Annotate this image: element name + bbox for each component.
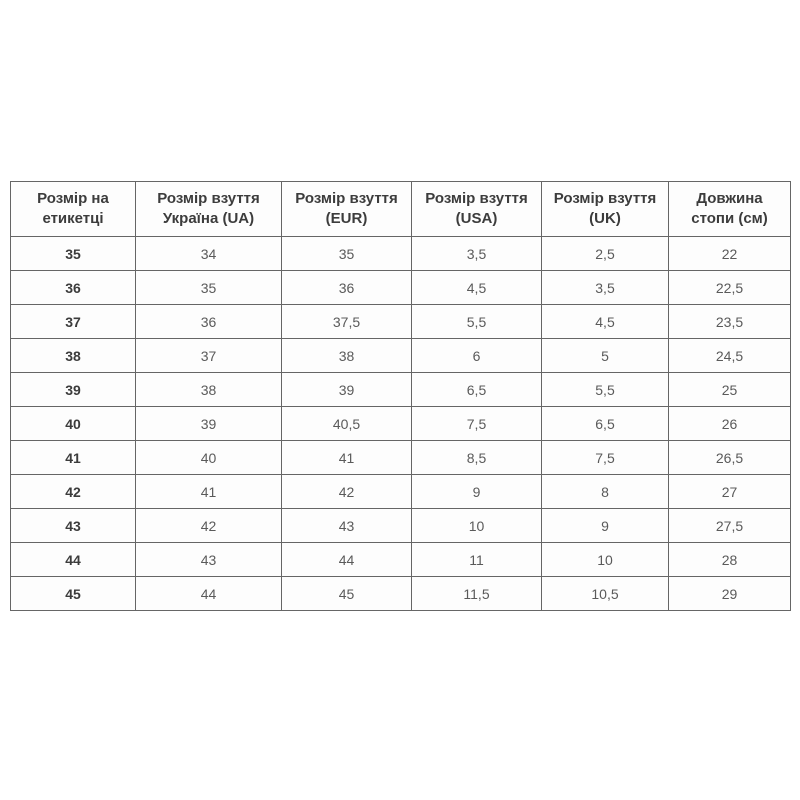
header-eur-size: Розмір взуття (EUR) — [281, 181, 412, 237]
table-cell: 39 — [281, 372, 412, 407]
header-foot-length: Довжина стопи (см) — [668, 181, 791, 237]
table-cell: 9 — [541, 508, 669, 543]
table-cell: 8 — [541, 474, 669, 509]
header-uk-size: Розмір взуття (UK) — [541, 181, 669, 237]
table-cell: 35 — [135, 270, 282, 305]
table-cell: 37 — [135, 338, 282, 373]
table-row: 35 34 35 3,5 2,5 22 — [10, 236, 791, 271]
size-table-body: 35 34 35 3,5 2,5 22 36 35 36 4,5 3,5 22,5 37 36 37,5 5,… — [10, 236, 791, 611]
table-cell: 38 — [135, 372, 282, 407]
label-size-cell: 35 — [10, 236, 136, 271]
table-cell: 37,5 — [281, 304, 412, 339]
header-row: Розмір на етикетці Розмір взуття Україна… — [10, 181, 791, 237]
header-usa-size: Розмір взуття (USA) — [411, 181, 542, 237]
header-label-size: Розмір на етикетці — [10, 181, 136, 237]
table-cell: 23,5 — [668, 304, 791, 339]
table-cell: 42 — [281, 474, 412, 509]
table-cell: 41 — [281, 440, 412, 475]
label-size-cell: 40 — [10, 406, 136, 441]
table-cell: 6 — [411, 338, 542, 373]
table-cell: 4,5 — [541, 304, 669, 339]
table-cell: 7,5 — [541, 440, 669, 475]
table-cell: 40 — [135, 440, 282, 475]
table-row: 36 35 36 4,5 3,5 22,5 — [10, 270, 791, 305]
table-cell: 11,5 — [411, 576, 542, 611]
label-size-cell: 42 — [10, 474, 136, 509]
table-cell: 22,5 — [668, 270, 791, 305]
table-cell: 35 — [281, 236, 412, 271]
table-cell: 36 — [281, 270, 412, 305]
table-cell: 4,5 — [411, 270, 542, 305]
table-row: 40 39 40,5 7,5 6,5 26 — [10, 406, 791, 441]
table-row: 41 40 41 8,5 7,5 26,5 — [10, 440, 791, 475]
table-cell: 27,5 — [668, 508, 791, 543]
shoe-size-conversion-table: Розмір на етикетці Розмір взуття Україна… — [10, 181, 791, 611]
shoe-size-table-container: Розмір на етикетці Розмір взуття Україна… — [10, 181, 791, 611]
table-cell: 9 — [411, 474, 542, 509]
table-cell: 43 — [135, 542, 282, 577]
table-cell: 6,5 — [411, 372, 542, 407]
table-cell: 36 — [135, 304, 282, 339]
label-size-cell: 37 — [10, 304, 136, 339]
table-row: 45 44 45 11,5 10,5 29 — [10, 576, 791, 611]
label-size-cell: 41 — [10, 440, 136, 475]
table-cell: 26 — [668, 406, 791, 441]
table-cell: 8,5 — [411, 440, 542, 475]
table-cell: 44 — [281, 542, 412, 577]
table-row: 37 36 37,5 5,5 4,5 23,5 — [10, 304, 791, 339]
label-size-cell: 36 — [10, 270, 136, 305]
table-cell: 6,5 — [541, 406, 669, 441]
table-cell: 41 — [135, 474, 282, 509]
table-cell: 5,5 — [411, 304, 542, 339]
table-cell: 42 — [135, 508, 282, 543]
label-size-cell: 43 — [10, 508, 136, 543]
table-cell: 43 — [281, 508, 412, 543]
label-size-cell: 44 — [10, 542, 136, 577]
table-cell: 40,5 — [281, 406, 412, 441]
table-cell: 3,5 — [411, 236, 542, 271]
label-size-cell: 45 — [10, 576, 136, 611]
table-cell: 38 — [281, 338, 412, 373]
table-header: Розмір на етикетці Розмір взуття Україна… — [10, 181, 791, 237]
table-row: 38 37 38 6 5 24,5 — [10, 338, 791, 373]
table-cell: 24,5 — [668, 338, 791, 373]
table-row: 43 42 43 10 9 27,5 — [10, 508, 791, 543]
table-cell: 28 — [668, 542, 791, 577]
table-cell: 5,5 — [541, 372, 669, 407]
table-cell: 45 — [281, 576, 412, 611]
table-row: 44 43 44 11 10 28 — [10, 542, 791, 577]
label-size-cell: 38 — [10, 338, 136, 373]
table-cell: 39 — [135, 406, 282, 441]
label-size-cell: 39 — [10, 372, 136, 407]
table-cell: 34 — [135, 236, 282, 271]
table-row: 39 38 39 6,5 5,5 25 — [10, 372, 791, 407]
header-ua-size: Розмір взуття Україна (UA) — [135, 181, 282, 237]
table-cell: 22 — [668, 236, 791, 271]
table-cell: 10,5 — [541, 576, 669, 611]
table-cell: 25 — [668, 372, 791, 407]
table-row: 42 41 42 9 8 27 — [10, 474, 791, 509]
table-cell: 27 — [668, 474, 791, 509]
table-cell: 26,5 — [668, 440, 791, 475]
table-cell: 2,5 — [541, 236, 669, 271]
table-cell: 10 — [411, 508, 542, 543]
table-cell: 3,5 — [541, 270, 669, 305]
table-cell: 44 — [135, 576, 282, 611]
table-cell: 7,5 — [411, 406, 542, 441]
table-cell: 10 — [541, 542, 669, 577]
table-cell: 5 — [541, 338, 669, 373]
table-cell: 11 — [411, 542, 542, 577]
table-cell: 29 — [668, 576, 791, 611]
